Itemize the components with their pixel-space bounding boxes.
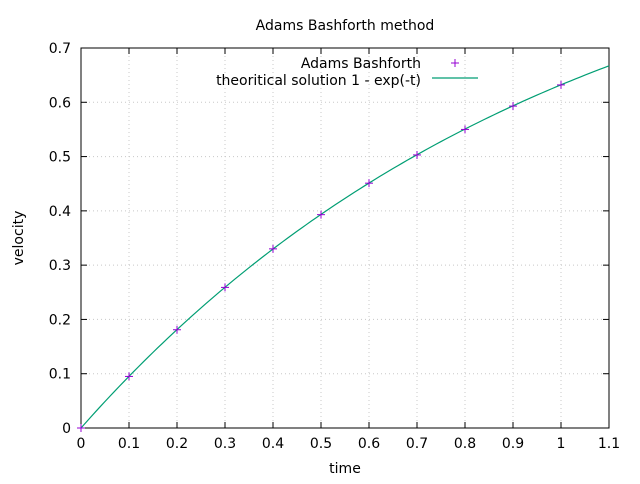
data-point <box>317 210 325 219</box>
chart-title: Adams Bashforth method <box>256 18 435 34</box>
x-tick-label: 1.1 <box>598 436 620 452</box>
x-axis-label: time <box>329 461 361 477</box>
axis-ticks: 0 0.1 0.2 0.3 0.4 0.5 0.6 0.7 0.8 0.9 1 1.1 0 0.1 0.2 0… <box>49 41 620 452</box>
x-tick-label: 0.2 <box>166 436 188 452</box>
legend: Adams Bashforth theoritical solution 1 -… <box>216 56 478 89</box>
grid <box>81 48 609 428</box>
plot-border <box>80 47 610 429</box>
data-point <box>77 424 85 432</box>
data-point <box>557 80 565 89</box>
y-axis-label: velocity <box>11 211 27 266</box>
y-tick-label: 0.4 <box>49 204 71 220</box>
y-tick-label: 0.7 <box>49 41 71 57</box>
y-tick-label: 0.1 <box>49 367 71 383</box>
data-point <box>365 179 373 188</box>
x-tick-label: 0.1 <box>118 436 140 452</box>
y-tick-label: 0.6 <box>49 95 71 111</box>
legend-label-theoretical: theoritical solution 1 - exp(-t) <box>216 73 421 89</box>
x-tick-label: 0.4 <box>262 436 284 452</box>
x-tick-label: 1 <box>557 436 566 452</box>
x-tick-label: 0.9 <box>502 436 524 452</box>
y-tick-label: 0.5 <box>49 150 71 166</box>
x-tick-label: 0.6 <box>358 436 380 452</box>
data-point <box>125 372 133 381</box>
plus-marker-icon <box>451 59 459 67</box>
data-point <box>173 325 181 334</box>
x-tick-label: 0.7 <box>406 436 428 452</box>
theoretical-curve <box>80 65 610 429</box>
data-point <box>269 244 277 253</box>
y-tick-label: 0.3 <box>49 258 71 274</box>
data-point <box>461 125 469 134</box>
x-tick-label: 0.3 <box>214 436 236 452</box>
y-tick-label: 0 <box>62 421 71 437</box>
data-point <box>413 150 421 159</box>
data-point <box>221 283 229 292</box>
data-point <box>509 102 517 111</box>
y-tick-label: 0.2 <box>49 312 71 328</box>
x-tick-label: 0.8 <box>454 436 476 452</box>
x-tick-label: 0 <box>77 436 86 452</box>
x-tick-label: 0.5 <box>310 436 332 452</box>
legend-label-adams-bashforth: Adams Bashforth <box>301 56 421 72</box>
adams-bashforth-points <box>77 80 565 432</box>
